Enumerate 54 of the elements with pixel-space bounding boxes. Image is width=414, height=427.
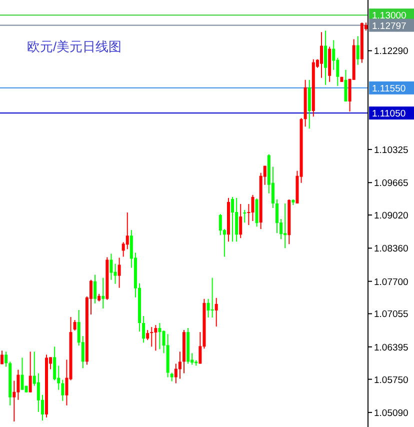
candlestick: [126, 212, 129, 250]
candlestick: [206, 298, 210, 318]
candlestick: [110, 253, 113, 280]
candlestick: [174, 363, 178, 384]
candlestick: [344, 69, 348, 102]
candlestick: [20, 357, 24, 390]
y-tick-label: 1.09665: [374, 178, 408, 190]
y-tick-label: 1.10325: [374, 144, 408, 156]
candlestick: [324, 30, 328, 86]
candlestick: [0, 350, 4, 365]
candlestick: [158, 322, 162, 350]
y-tick-label: 1.08360: [374, 244, 408, 255]
candlestick: [61, 379, 64, 402]
candlestick: [178, 351, 182, 380]
candlestick: [146, 330, 150, 341]
candlestick: [218, 214, 222, 236]
candlestick: [154, 324, 158, 352]
candlestick: [28, 351, 32, 393]
candlestick: [231, 196, 234, 242]
candlestick: [94, 274, 97, 304]
candlestick: [210, 277, 214, 318]
candlestick: [214, 297, 218, 328]
candlestick: [255, 198, 258, 228]
candlestick: [4, 351, 8, 368]
y-tick-label: 1.09020: [374, 210, 408, 222]
candlestick: [114, 263, 117, 284]
candlestick: [36, 372, 40, 412]
candlestick: [239, 203, 242, 239]
candlestick: [102, 277, 105, 309]
y-tick-label: 1.12290: [374, 46, 408, 58]
ref-line-label: 1.11550: [372, 83, 406, 94]
y-tick-label: 1.06395: [374, 342, 408, 354]
y-tick-label: 1.05750: [374, 374, 408, 386]
candlestick: [142, 315, 146, 344]
y-tick-label: 1.07700: [374, 276, 408, 288]
y-tick-label: 1.07055: [374, 309, 408, 320]
ref-line-label: 1.13000: [372, 10, 406, 22]
candlestick: [251, 194, 254, 222]
candlestick: [243, 209, 246, 224]
ref-line-label: 1.11050: [372, 108, 406, 120]
candlestick: [276, 198, 279, 234]
candlestick: [308, 79, 311, 130]
candlestick: [235, 197, 238, 242]
candlestick: [53, 346, 56, 381]
candlestick: [118, 257, 121, 288]
candlestick: [356, 36, 360, 66]
y-tick-label: 1.05090: [374, 408, 408, 419]
candlestick: [284, 202, 287, 249]
ref-line-label: 1.12797: [372, 20, 406, 32]
candlestick: [16, 369, 20, 400]
text: 欧元/美元日线图: [27, 39, 122, 54]
candlestick: [73, 320, 76, 332]
candlestick: [320, 32, 323, 78]
candlestick: [150, 326, 154, 348]
